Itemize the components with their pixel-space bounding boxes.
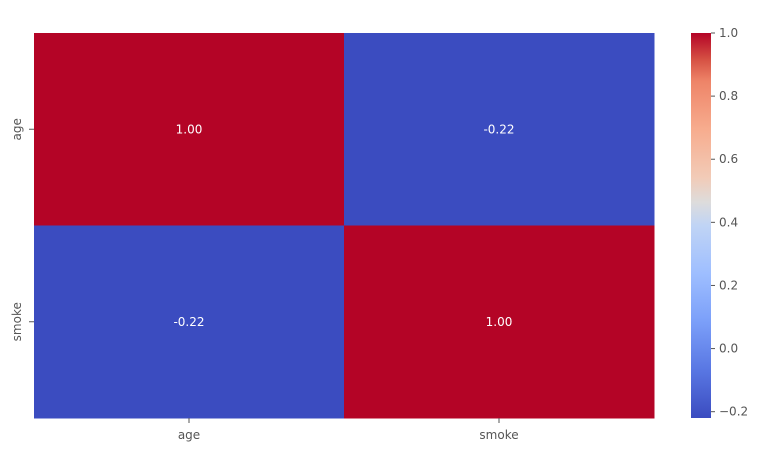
colorbar-tick-label: 0.4 bbox=[719, 215, 738, 229]
colorbar-tick-label: 0.0 bbox=[719, 342, 738, 356]
heatmap-cells bbox=[34, 33, 655, 419]
cell-label-smoke-age: -0.22 bbox=[173, 315, 204, 329]
colorbar bbox=[691, 33, 711, 418]
heatmap-cell-age-age bbox=[34, 33, 345, 226]
colorbar-tick-label: 0.8 bbox=[719, 89, 738, 103]
heatmap-cell-smoke-smoke bbox=[344, 225, 655, 419]
heatmap-cell-age-smoke bbox=[344, 33, 655, 226]
colorbar-gradient bbox=[691, 33, 711, 418]
colorbar-ticks: −0.2 0.0 0.2 0.4 0.6 0.8 1.0 bbox=[711, 26, 748, 419]
x-tick-label: age bbox=[178, 428, 200, 442]
colorbar-tick-label: −0.2 bbox=[719, 405, 748, 419]
x-axis-ticks: age smoke bbox=[178, 418, 519, 442]
heatmap-cell-smoke-age bbox=[34, 225, 345, 419]
colorbar-tick-label: 1.0 bbox=[719, 26, 738, 40]
colorbar-tick-label: 0.6 bbox=[719, 152, 738, 166]
y-tick-label: smoke bbox=[10, 302, 24, 341]
x-tick-label: smoke bbox=[479, 428, 518, 442]
cell-annotations: 1.00 -0.22 -0.22 1.00 bbox=[173, 122, 514, 329]
y-tick-label: age bbox=[10, 118, 24, 140]
cell-label-age-smoke: -0.22 bbox=[483, 122, 514, 136]
cell-label-smoke-smoke: 1.00 bbox=[486, 315, 513, 329]
cell-label-age-age: 1.00 bbox=[176, 122, 203, 136]
y-axis-ticks: age smoke bbox=[10, 118, 34, 341]
colorbar-tick-label: 0.2 bbox=[719, 278, 738, 292]
